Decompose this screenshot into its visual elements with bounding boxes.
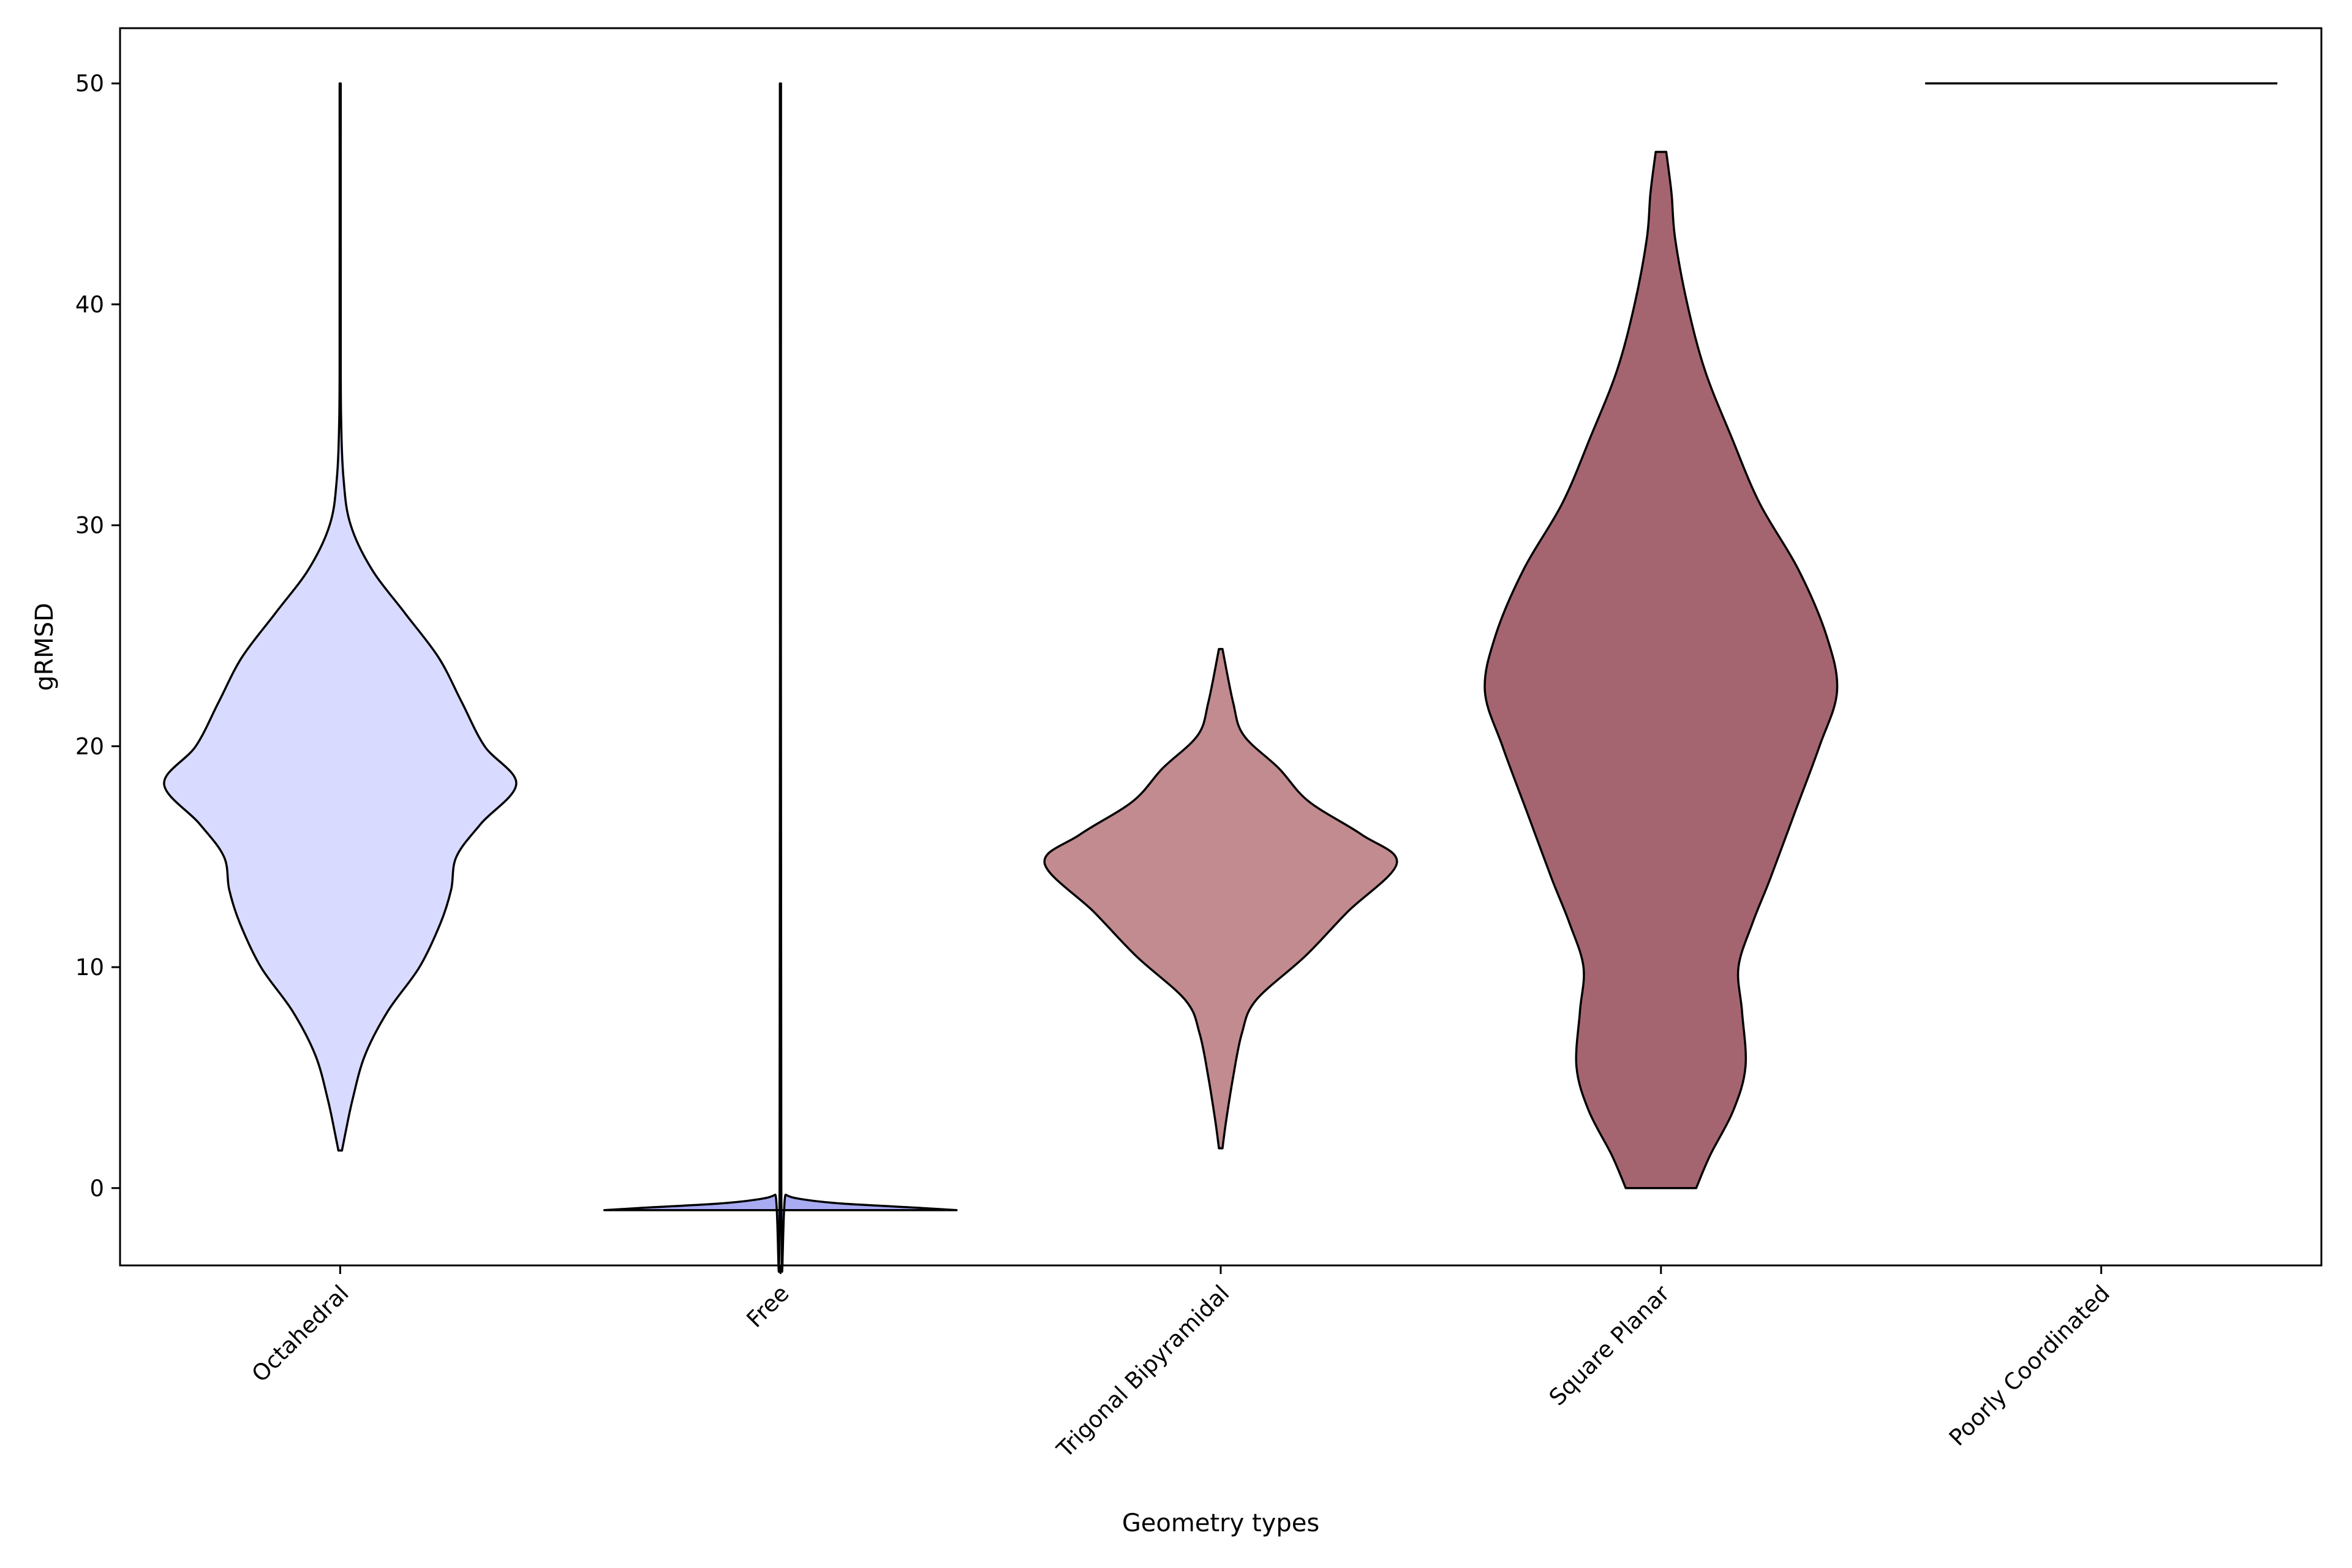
y-axis: 0 10 20 30 40 50	[75, 70, 120, 1202]
violin-group	[163, 82, 2278, 1273]
y-tick-label: 50	[75, 70, 104, 97]
y-tick-label: 30	[75, 513, 104, 539]
y-tick-label: 20	[75, 733, 104, 760]
violin-body	[603, 82, 958, 1273]
y-tick-label: 0	[89, 1175, 104, 1202]
y-tick-label: 10	[75, 954, 104, 981]
violin-body	[163, 82, 518, 1152]
violin-body	[1483, 151, 1839, 1189]
violin-body	[1043, 647, 1398, 1150]
x-axis-title: Geometry types	[1122, 1509, 1319, 1537]
y-tick-label: 40	[75, 292, 104, 318]
y-axis-title: gRMSD	[31, 603, 59, 691]
